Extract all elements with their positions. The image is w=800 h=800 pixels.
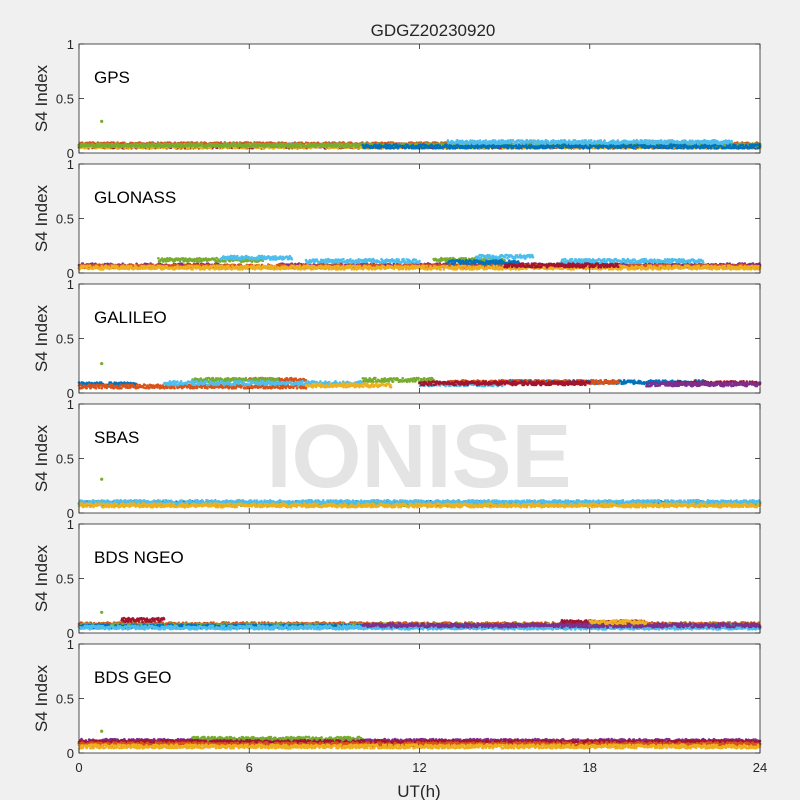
data-point [102,145,105,149]
data-point [338,142,342,145]
data-point [139,145,143,149]
data-point [263,145,267,149]
data-point [275,142,279,146]
data-point [135,142,138,145]
plot-area [79,44,760,153]
data-point [308,142,312,145]
data-points [77,119,762,150]
data-point [214,145,218,148]
figure-title: GDGZ20230920 [371,21,496,40]
data-point [298,145,301,149]
data-point [149,145,152,149]
data-point [91,142,95,146]
